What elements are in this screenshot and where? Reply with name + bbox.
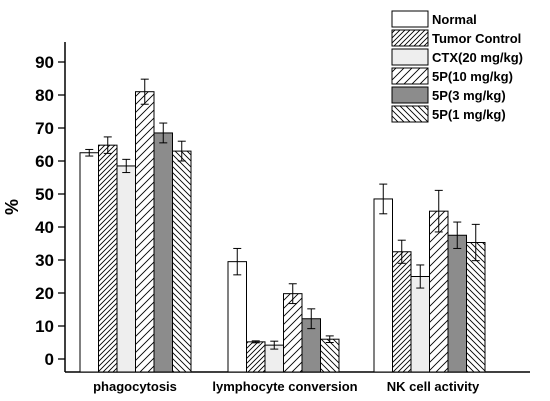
legend: Normal Tumor Control CTX(20 mg/kg) 5P(10 mg…: [391, 10, 523, 123]
bar: [98, 144, 118, 373]
bar: [447, 234, 467, 373]
error-bar: [251, 340, 260, 344]
y-ticks: 0 10 20 30 40 50 60 70 80 90: [35, 53, 65, 369]
bar: [153, 132, 173, 373]
error-bar: [434, 189, 443, 233]
legend-label: 5P(1 mg/kg): [432, 107, 506, 122]
bar: [116, 165, 136, 373]
bar: [172, 150, 192, 373]
x-axis: phagocytosis lymphocyte conversion NK cell…: [65, 371, 530, 394]
bar: [320, 338, 340, 373]
error-bar: [325, 335, 334, 343]
error-bar: [397, 239, 406, 264]
x-category-labels: phagocytosis lymphocyte conversion NK cell…: [93, 379, 480, 394]
error-bar: [416, 264, 425, 289]
legend-label: Tumor Control: [432, 31, 521, 46]
error-bar: [307, 308, 316, 330]
bar: [429, 210, 449, 373]
legend-label: 5P(3 mg/kg): [432, 88, 506, 103]
error-bar: [177, 140, 186, 162]
x-category-label: phagocytosis: [93, 379, 177, 394]
error-bar: [379, 183, 388, 215]
error-bar: [159, 122, 168, 144]
y-tick-label: 50: [35, 185, 54, 204]
error-bar: [453, 221, 462, 249]
error-bar: [471, 223, 480, 262]
error-bar: [270, 340, 279, 350]
y-tick-label: 0: [45, 350, 54, 369]
bars: [79, 78, 486, 373]
y-axis: 0 10 20 30 40 50 60 70 80 90 %: [2, 42, 66, 372]
y-tick-label: 70: [35, 119, 54, 138]
y-tick-label: 30: [35, 251, 54, 270]
legend-swatch: [391, 29, 429, 47]
x-category-label: lymphocyte conversion: [212, 379, 357, 394]
legend-swatch: [391, 105, 429, 123]
bar: [135, 91, 155, 373]
y-axis-label: %: [2, 199, 22, 215]
y-tick-label: 10: [35, 317, 54, 336]
y-tick-label: 20: [35, 284, 54, 303]
bar: [373, 198, 393, 373]
bar: [246, 341, 266, 373]
legend-label: Normal: [432, 12, 477, 27]
y-tick-label: 60: [35, 152, 54, 171]
legend-label: CTX(20 mg/kg): [432, 50, 523, 65]
bar: [392, 251, 412, 373]
error-bar: [233, 247, 242, 276]
y-tick-label: 40: [35, 218, 54, 237]
y-tick-label: 90: [35, 53, 54, 72]
x-category-label: NK cell activity: [387, 379, 480, 394]
legend-swatch: [391, 86, 429, 104]
bar: [283, 293, 303, 373]
error-bar: [140, 78, 149, 105]
bar: [79, 152, 99, 373]
error-bar: [122, 158, 131, 174]
y-tick-label: 80: [35, 86, 54, 105]
error-bar: [103, 136, 112, 154]
error-bar: [288, 283, 297, 305]
bar: [466, 242, 486, 373]
bar: [410, 276, 430, 373]
legend-swatch: [391, 67, 429, 85]
error-bar: [85, 148, 94, 157]
legend-swatch: [391, 48, 429, 66]
bar: [227, 261, 247, 373]
legend-swatch: [391, 10, 429, 28]
legend-label: 5P(10 mg/kg): [432, 69, 513, 84]
